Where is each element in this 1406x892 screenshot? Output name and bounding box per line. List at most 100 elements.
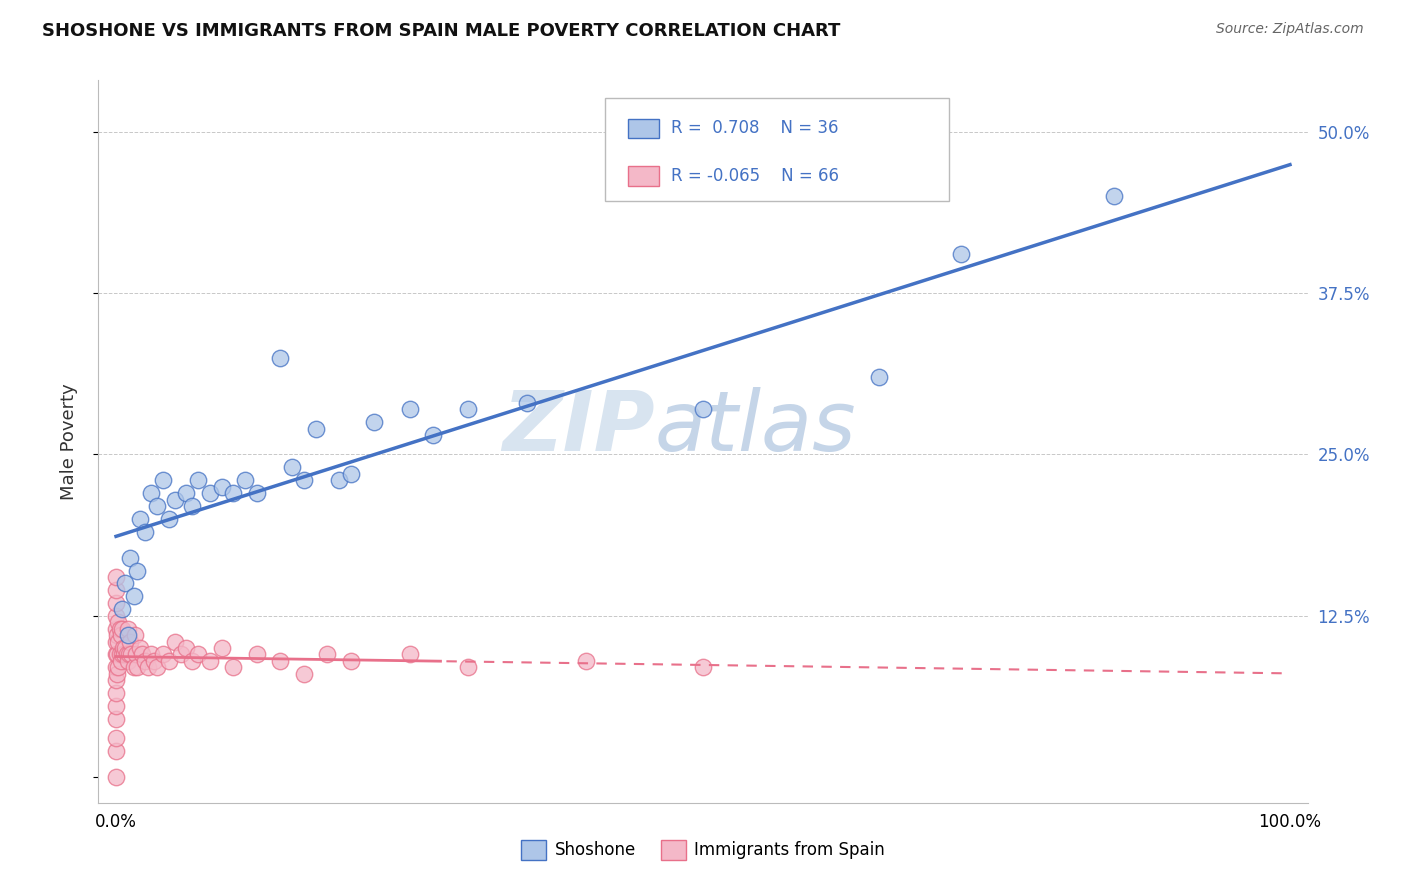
Point — [105, 608, 128, 623]
Point — [575, 654, 598, 668]
Point — [111, 602, 134, 616]
Point — [105, 712, 128, 726]
Point — [269, 351, 291, 365]
Point — [115, 648, 138, 662]
Point — [246, 486, 269, 500]
Point — [112, 648, 135, 662]
Point — [246, 648, 269, 662]
Point — [122, 660, 145, 674]
Text: R =  0.708    N = 36: R = 0.708 N = 36 — [671, 120, 838, 137]
Point — [868, 370, 890, 384]
Text: Source: ZipAtlas.com: Source: ZipAtlas.com — [1216, 22, 1364, 37]
Point — [111, 648, 134, 662]
Point — [128, 512, 150, 526]
Point — [146, 660, 169, 674]
Point — [105, 570, 128, 584]
Point — [114, 640, 136, 655]
Point — [146, 499, 169, 513]
Point — [1102, 189, 1125, 203]
Point — [152, 648, 174, 662]
Point — [950, 247, 973, 261]
Point — [328, 473, 350, 487]
Point — [111, 622, 134, 636]
Text: R = -0.065    N = 66: R = -0.065 N = 66 — [671, 167, 838, 185]
Point — [125, 648, 148, 662]
Point — [105, 648, 128, 662]
Point — [176, 486, 198, 500]
Point — [105, 648, 128, 662]
Point — [124, 628, 146, 642]
Point — [105, 666, 128, 681]
Point — [169, 648, 191, 662]
Point — [304, 422, 326, 436]
Point — [120, 634, 142, 648]
Point — [152, 473, 174, 487]
Point — [211, 640, 233, 655]
Point — [340, 654, 363, 668]
Point — [316, 648, 339, 662]
Point — [211, 480, 233, 494]
Point — [176, 640, 198, 655]
Point — [105, 770, 128, 784]
Point — [222, 486, 245, 500]
Point — [142, 654, 165, 668]
Point — [131, 648, 153, 662]
Point — [108, 648, 131, 662]
Point — [292, 473, 315, 487]
Point — [233, 473, 256, 487]
Point — [107, 634, 129, 648]
Point — [198, 486, 221, 500]
Point — [105, 686, 128, 700]
Text: SHOSHONE VS IMMIGRANTS FROM SPAIN MALE POVERTY CORRELATION CHART: SHOSHONE VS IMMIGRANTS FROM SPAIN MALE P… — [42, 22, 841, 40]
Point — [127, 660, 149, 674]
Point — [198, 654, 221, 668]
Point — [187, 648, 209, 662]
Point — [457, 660, 479, 674]
Point — [122, 590, 145, 604]
Point — [105, 596, 128, 610]
Y-axis label: Male Poverty: Male Poverty — [59, 384, 77, 500]
Point — [114, 576, 136, 591]
Point — [120, 550, 142, 565]
Legend: Shoshone, Immigrants from Spain: Shoshone, Immigrants from Spain — [515, 833, 891, 867]
Point — [141, 648, 163, 662]
Point — [108, 622, 131, 636]
Point — [281, 460, 304, 475]
Point — [157, 512, 180, 526]
Text: atlas: atlas — [655, 386, 856, 467]
Point — [118, 648, 141, 662]
Point — [292, 666, 315, 681]
Point — [105, 699, 128, 714]
Point — [422, 428, 444, 442]
Point — [134, 654, 156, 668]
Point — [516, 396, 538, 410]
Point — [128, 640, 150, 655]
Point — [107, 615, 129, 630]
Point — [457, 402, 479, 417]
Point — [187, 473, 209, 487]
Point — [692, 660, 714, 674]
Point — [110, 654, 132, 668]
Point — [134, 524, 156, 539]
Point — [398, 648, 420, 662]
Point — [117, 628, 139, 642]
Point — [117, 654, 139, 668]
Point — [105, 744, 128, 758]
Point — [120, 648, 142, 662]
Point — [340, 467, 363, 481]
Point — [363, 415, 385, 429]
Point — [181, 499, 204, 513]
Point — [141, 486, 163, 500]
Point — [269, 654, 291, 668]
Point — [692, 402, 714, 417]
Point — [136, 660, 159, 674]
Point — [157, 654, 180, 668]
Point — [105, 731, 128, 746]
Point — [105, 628, 128, 642]
Point — [398, 402, 420, 417]
Point — [117, 622, 139, 636]
Point — [127, 564, 149, 578]
Point — [107, 660, 129, 674]
Point — [222, 660, 245, 674]
Point — [163, 634, 186, 648]
